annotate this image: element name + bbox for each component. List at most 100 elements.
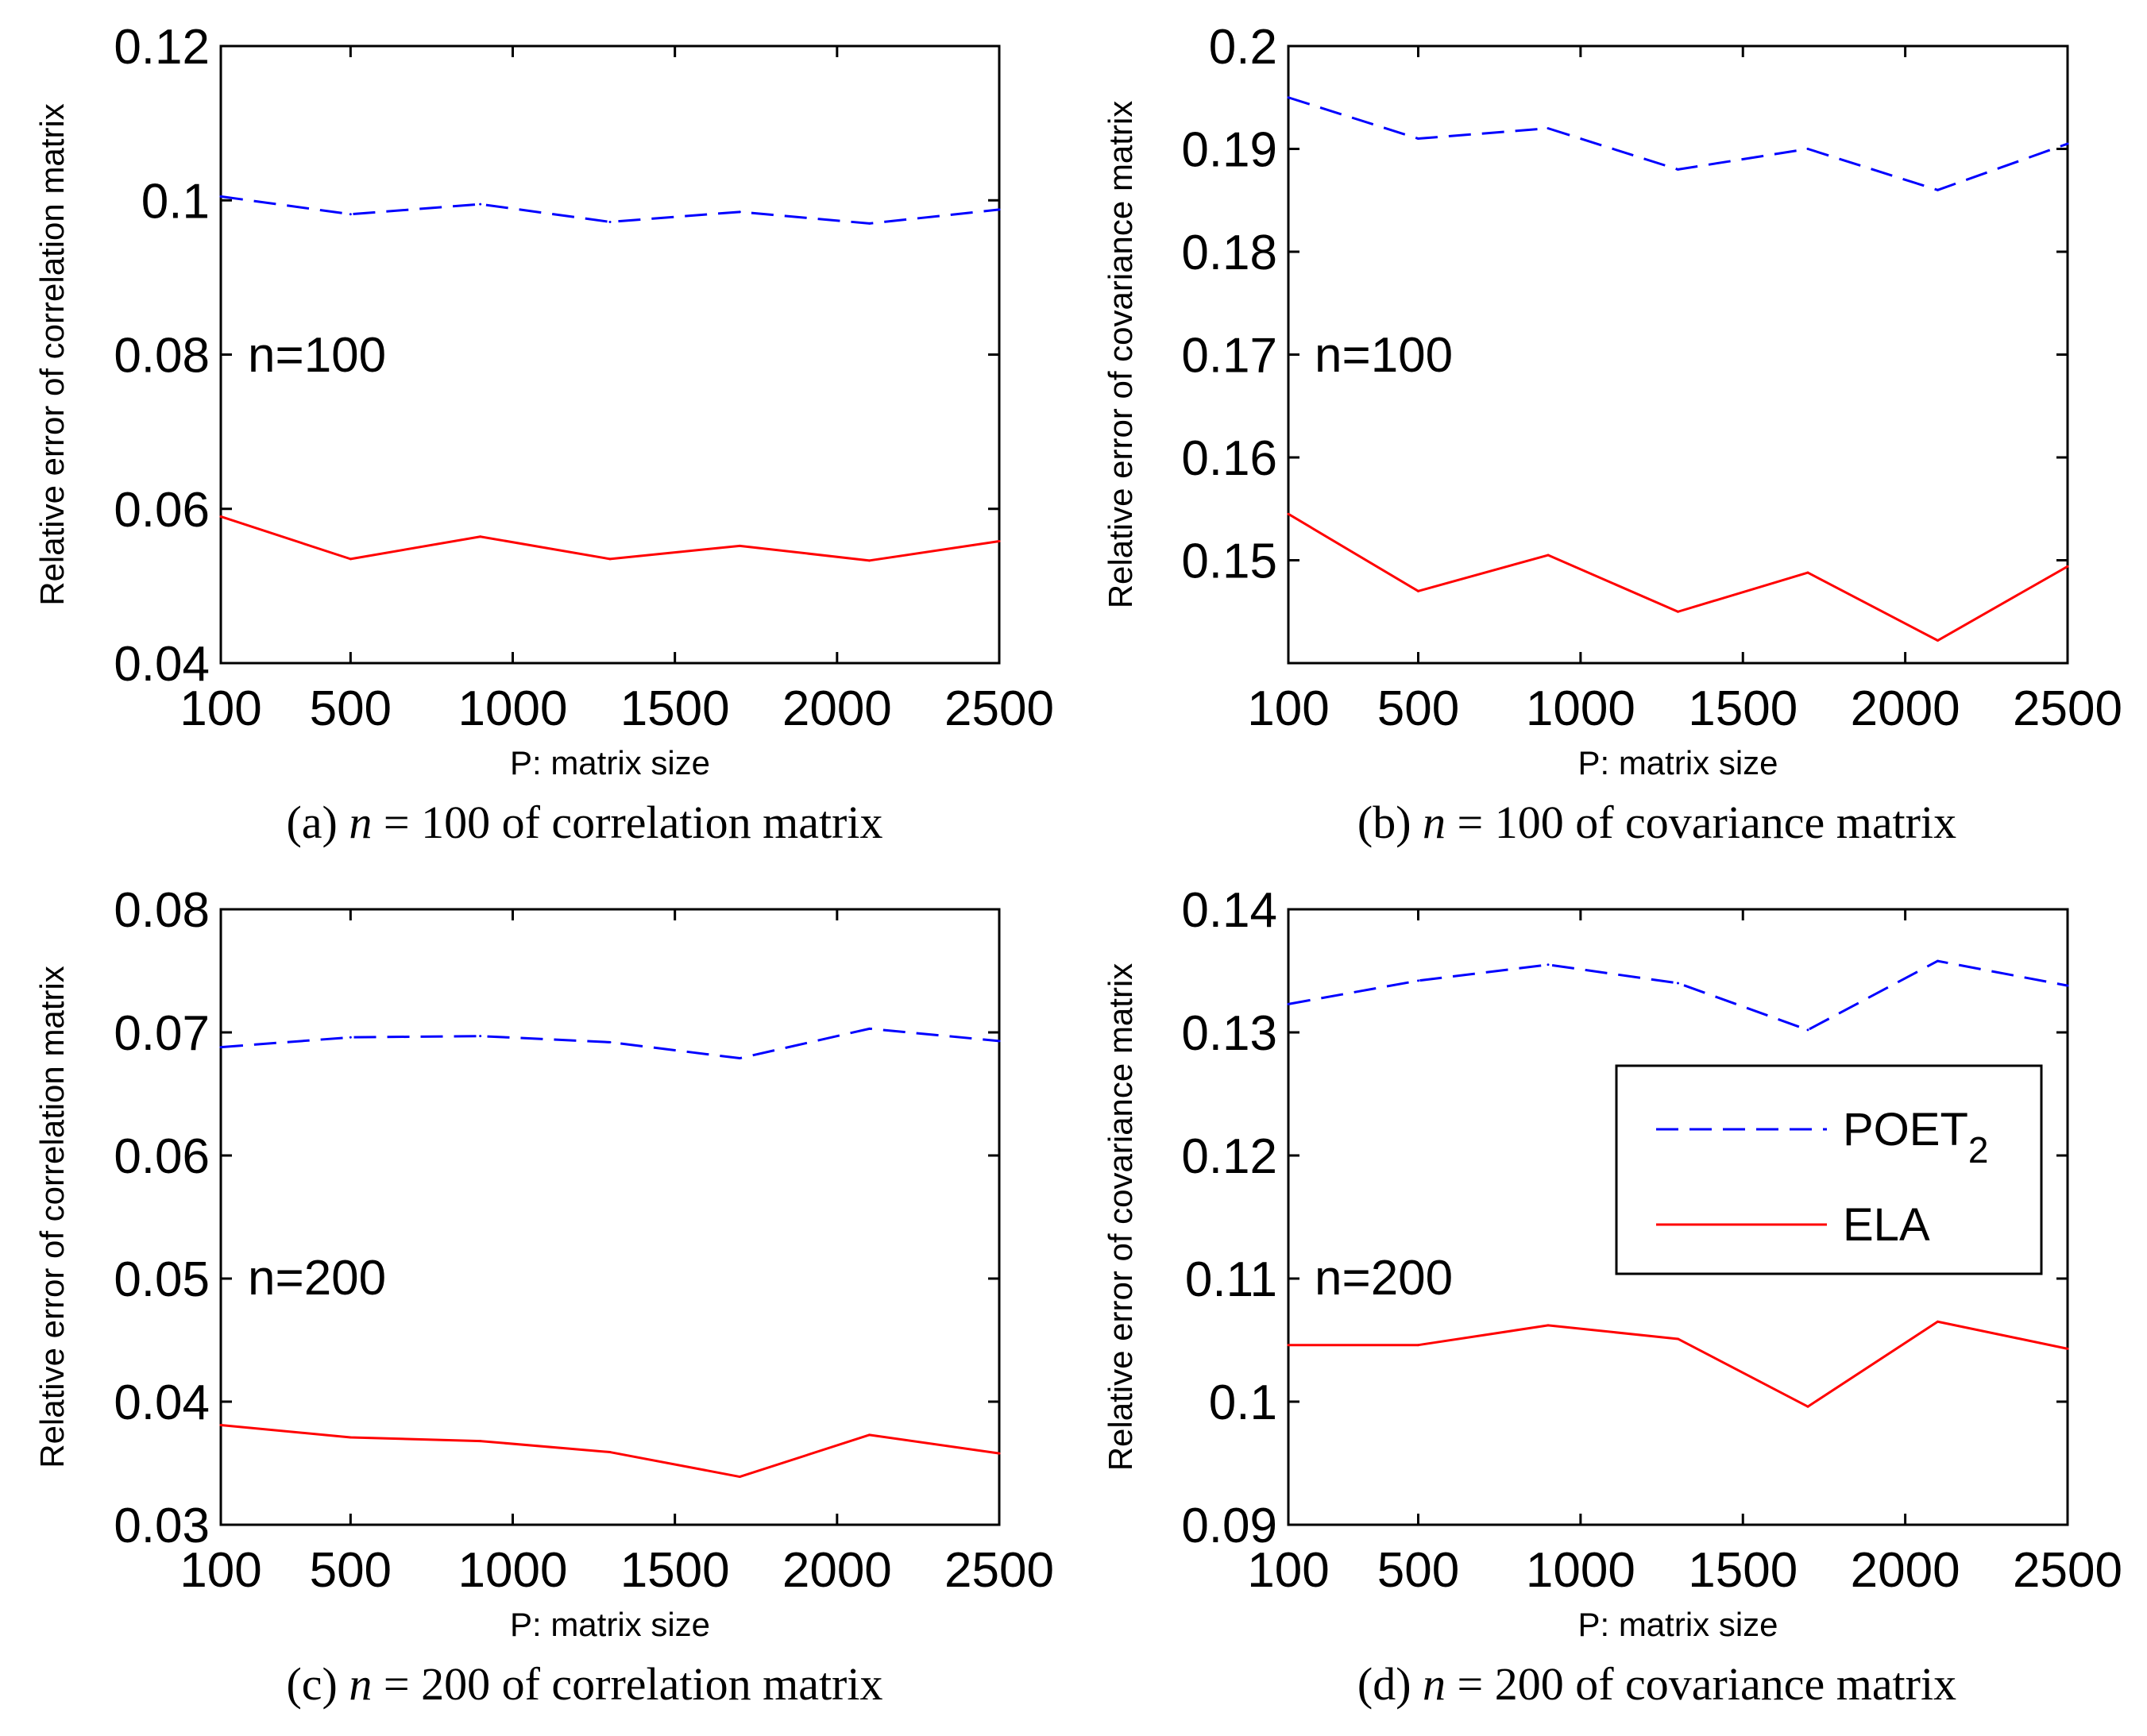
y-tick-label: 0.19 — [1181, 123, 1277, 178]
data-point-ela — [219, 1423, 222, 1426]
y-tick-label: 0.14 — [1181, 883, 1277, 938]
y-tick-label: 0.11 — [1185, 1252, 1277, 1307]
y-axis-label: Relative error of correlation matrix — [33, 103, 71, 606]
data-point-poet2 — [1547, 963, 1550, 966]
y-axis-label: Relative error of correlation matrix — [33, 966, 71, 1468]
data-point-ela — [349, 557, 352, 561]
x-tick-label: 2000 — [1851, 1543, 1960, 1598]
y-tick-label: 0.03 — [114, 1499, 210, 1553]
plot-frame — [219, 908, 1001, 1526]
x-tick-label: 100 — [180, 1543, 261, 1598]
data-point-poet2 — [219, 1046, 222, 1049]
data-point-poet2 — [1677, 168, 1679, 171]
data-point-ela — [998, 1452, 1001, 1455]
y-tick-label: 0.12 — [1181, 1129, 1277, 1184]
x-tick-label: 2500 — [2013, 681, 2122, 736]
x-tick-label: 1000 — [1526, 681, 1635, 736]
data-point-poet2 — [1937, 188, 1939, 191]
x-axis-label: P: matrix size — [510, 1606, 710, 1643]
x-tick-label: 2000 — [782, 681, 892, 736]
data-point-poet2 — [868, 222, 871, 225]
data-point-ela — [1417, 1344, 1419, 1347]
x-tick-label: 1000 — [1526, 1543, 1635, 1598]
x-tick-label: 1500 — [620, 681, 730, 736]
x-tick-label: 2500 — [2013, 1543, 2122, 1598]
data-point-poet2 — [479, 1035, 482, 1038]
data-point-poet2 — [219, 195, 222, 198]
data-point-poet2 — [738, 1057, 741, 1060]
data-point-poet2 — [868, 1027, 871, 1030]
panel-b: 100 500 1000 1500 2000 2500 0.15 0.16 0.17 0.18 0.… — [1102, 20, 2122, 848]
panel-a: 100 500 1000 1500 2000 2500 0.04 0.06 0.08 0.1 0.1… — [33, 20, 1054, 848]
annotation: n=100 — [248, 328, 386, 383]
y-tick-label: 0.04 — [114, 1375, 210, 1430]
data-point-poet2 — [1417, 979, 1419, 982]
y-tick-label: 0.05 — [114, 1252, 210, 1307]
x-tick-label: 500 — [1377, 681, 1459, 736]
x-tick-label: 2000 — [782, 1543, 892, 1598]
x-tick-label: 100 — [1247, 1543, 1329, 1598]
y-tick-label: 0.1 — [141, 174, 210, 229]
x-axis-label: P: matrix size — [1577, 1606, 1778, 1643]
x-tick-label: 1500 — [1688, 681, 1798, 736]
caption: (c) n = 200 of correlation matrix — [286, 1658, 882, 1710]
x-tick-label: 1500 — [620, 1543, 730, 1598]
y-axis-label: Relative error of covariance matrix — [1102, 101, 1139, 609]
data-point-ela — [1547, 1324, 1550, 1327]
y-tick-label: 0.08 — [114, 329, 210, 384]
x-tick-label: 500 — [310, 1543, 392, 1598]
data-point-ela — [479, 535, 482, 538]
x-tick-label: 100 — [180, 681, 261, 736]
y-tick-label: 0.06 — [114, 483, 210, 538]
data-point-poet2 — [1547, 127, 1550, 130]
data-point-ela — [479, 1440, 482, 1443]
y-tick-label: 0.13 — [1181, 1006, 1277, 1061]
data-point-poet2 — [349, 213, 352, 216]
y-tick-label: 0.16 — [1181, 431, 1277, 486]
data-point-ela — [868, 559, 871, 562]
data-point-ela — [868, 1433, 871, 1437]
data-point-poet2 — [479, 203, 482, 206]
data-point-poet2 — [1417, 137, 1419, 141]
data-point-poet2 — [738, 210, 741, 214]
panel-d: 100 500 1000 1500 2000 2500 0.09 0.1 0.11 0.12 0.1… — [1102, 883, 2122, 1710]
y-tick-label: 0.15 — [1181, 534, 1277, 589]
x-tick-label: 2500 — [944, 1543, 1054, 1598]
y-axis-label: Relative error of covariance matrix — [1102, 963, 1139, 1472]
data-point-poet2 — [2066, 142, 2069, 145]
data-point-poet2 — [2066, 984, 2069, 987]
data-point-poet2 — [349, 1036, 352, 1039]
x-tick-label: 100 — [1247, 681, 1329, 736]
y-tick-label: 0.12 — [114, 20, 210, 75]
data-point-ela — [1677, 1337, 1679, 1341]
data-point-ela — [1937, 1320, 1939, 1323]
data-point-poet2 — [998, 208, 1001, 211]
data-point-ela — [2066, 1347, 2069, 1350]
caption: (d) n = 200 of covariance matrix — [1357, 1658, 1956, 1710]
x-tick-label: 1500 — [1688, 1543, 1798, 1598]
y-tick-label: 0.08 — [114, 883, 210, 938]
data-point-ela — [738, 544, 741, 547]
data-point-ela — [608, 1451, 612, 1454]
data-point-ela — [219, 515, 222, 518]
caption: (a) n = 100 of correlation matrix — [286, 797, 882, 848]
y-tick-label: 0.06 — [114, 1129, 210, 1184]
annotation: n=100 — [1315, 328, 1453, 383]
annotation: n=200 — [248, 1251, 386, 1306]
y-tick-label: 0.1 — [1209, 1375, 1277, 1430]
data-point-poet2 — [1287, 96, 1290, 99]
x-tick-label: 500 — [310, 681, 392, 736]
legend-box — [1615, 1064, 2043, 1275]
data-point-ela — [349, 1436, 352, 1439]
data-point-ela — [608, 557, 612, 561]
data-point-poet2 — [1937, 959, 1939, 963]
y-tick-label: 0.04 — [114, 637, 210, 692]
y-tick-label: 0.2 — [1209, 20, 1277, 75]
x-tick-label: 500 — [1377, 1543, 1459, 1598]
data-point-ela — [1806, 1405, 1809, 1408]
x-axis-label: P: matrix size — [510, 744, 710, 781]
x-tick-label: 2500 — [944, 681, 1054, 736]
data-point-ela — [1677, 610, 1679, 613]
